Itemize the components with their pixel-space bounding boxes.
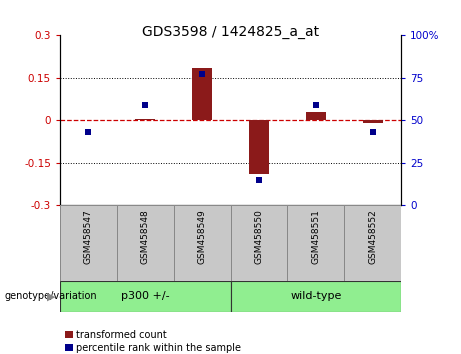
Text: p300 +/-: p300 +/- (121, 291, 170, 302)
Bar (363, 120, 383, 123)
Text: wild-type: wild-type (290, 291, 342, 302)
Bar (117, 205, 174, 281)
Bar (135, 119, 155, 120)
Bar (60, 281, 230, 312)
Text: GDS3598 / 1424825_a_at: GDS3598 / 1424825_a_at (142, 25, 319, 39)
Text: genotype/variation: genotype/variation (5, 291, 97, 302)
Text: GSM458547: GSM458547 (84, 209, 93, 264)
Text: GSM458548: GSM458548 (141, 209, 150, 264)
Bar (287, 205, 344, 281)
Bar (230, 281, 401, 312)
Bar (192, 68, 212, 120)
Text: GSM458549: GSM458549 (198, 209, 207, 264)
Bar (230, 205, 287, 281)
Text: GSM458550: GSM458550 (254, 209, 263, 264)
Bar (344, 205, 401, 281)
Text: ▶: ▶ (47, 291, 55, 302)
Legend: transformed count, percentile rank within the sample: transformed count, percentile rank withi… (65, 330, 242, 353)
Bar (174, 205, 230, 281)
Bar (60, 205, 117, 281)
Bar (306, 112, 326, 120)
Text: GSM458551: GSM458551 (311, 209, 320, 264)
Text: GSM458552: GSM458552 (368, 209, 377, 264)
Bar (249, 120, 269, 174)
